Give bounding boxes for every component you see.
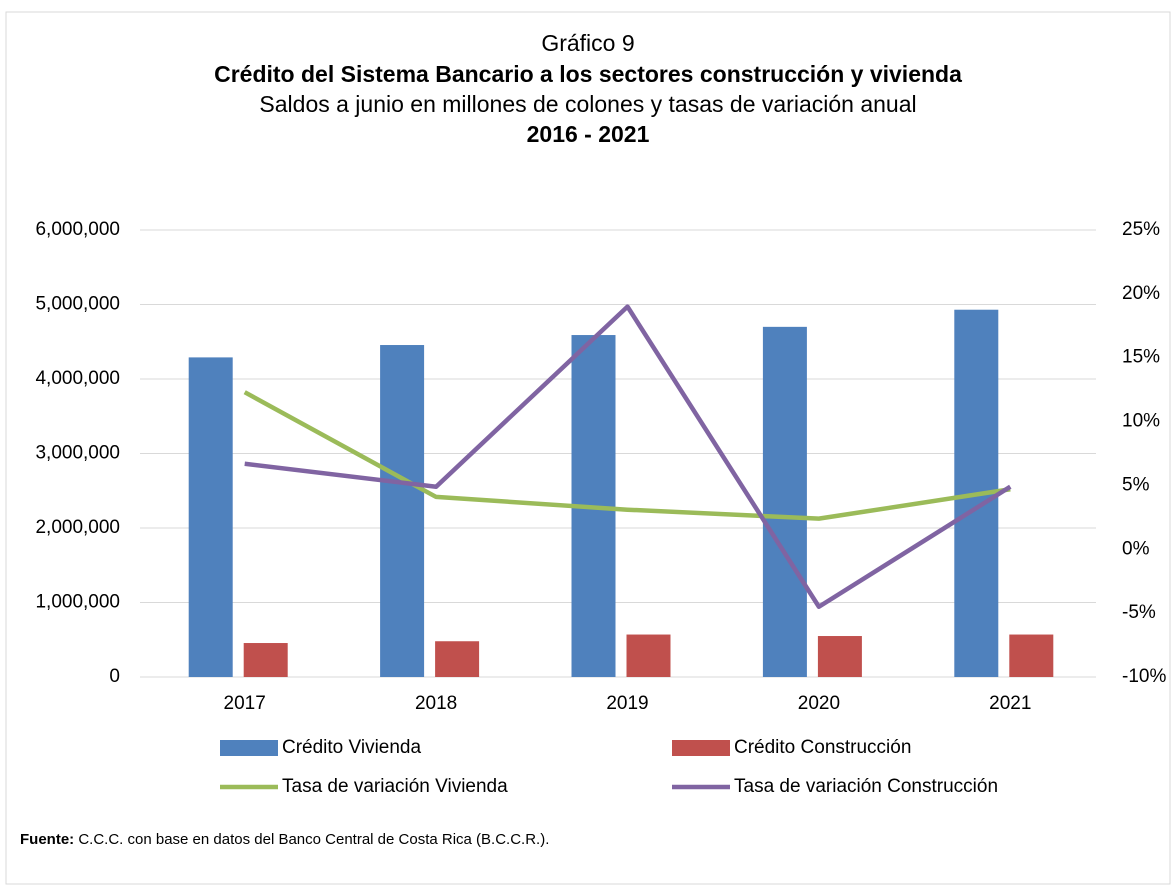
y-tick-label: 1,000,000 bbox=[35, 592, 120, 613]
chart-subtitle: Crédito del Sistema Bancario a los secto… bbox=[214, 61, 962, 87]
x-tick-label: 2021 bbox=[989, 693, 1031, 714]
chart-subtitle: Saldos a junio en millones de colones y … bbox=[259, 91, 916, 117]
y-tick-label: 3,000,000 bbox=[35, 443, 120, 464]
source-label: Fuente: bbox=[20, 831, 74, 848]
y-tick-label: 6,000,000 bbox=[35, 219, 120, 240]
y-tick-label: 4,000,000 bbox=[35, 368, 120, 389]
y2-tick-label: 5% bbox=[1122, 474, 1150, 495]
legend-label: Crédito Vivienda bbox=[282, 737, 422, 758]
bar bbox=[817, 636, 862, 677]
y2-tick-label: 10% bbox=[1122, 411, 1160, 432]
bar bbox=[626, 634, 671, 677]
bar bbox=[762, 326, 807, 677]
bar bbox=[243, 643, 288, 677]
legend-label: Tasa de variación Construcción bbox=[734, 776, 998, 797]
y2-tick-label: 15% bbox=[1122, 347, 1160, 368]
bar bbox=[1009, 634, 1054, 677]
y-tick-label: 2,000,000 bbox=[35, 517, 120, 538]
x-tick-label: 2018 bbox=[415, 693, 457, 714]
bar bbox=[380, 345, 425, 677]
line bbox=[243, 390, 1011, 521]
legend-swatch bbox=[220, 740, 278, 756]
x-tick-label: 2017 bbox=[224, 693, 266, 714]
y2-tick-label: 20% bbox=[1122, 283, 1160, 304]
y-tick-label: 0 bbox=[109, 666, 120, 687]
legend-swatch bbox=[672, 740, 730, 756]
source-text: C.C.C. con base en datos del Banco Centr… bbox=[78, 831, 549, 848]
y2-tick-label: -10% bbox=[1122, 666, 1166, 687]
x-tick-label: 2019 bbox=[606, 693, 648, 714]
legend-label: Crédito Construcción bbox=[734, 737, 911, 758]
y-tick-label: 5,000,000 bbox=[35, 294, 120, 315]
line bbox=[244, 304, 1012, 610]
source: Fuente: C.C.C. con base en datos del Ban… bbox=[20, 831, 549, 848]
legend-label: Tasa de variación Vivienda bbox=[282, 776, 508, 797]
bar bbox=[435, 641, 480, 677]
chart-title: Gráfico 9 bbox=[541, 30, 634, 56]
y2-tick-label: 25% bbox=[1122, 219, 1160, 240]
x-tick-label: 2020 bbox=[798, 693, 840, 714]
y2-tick-label: -5% bbox=[1122, 602, 1156, 623]
chart-period: 2016 - 2021 bbox=[527, 121, 650, 147]
bar bbox=[188, 357, 233, 677]
y2-tick-label: 0% bbox=[1122, 538, 1150, 559]
